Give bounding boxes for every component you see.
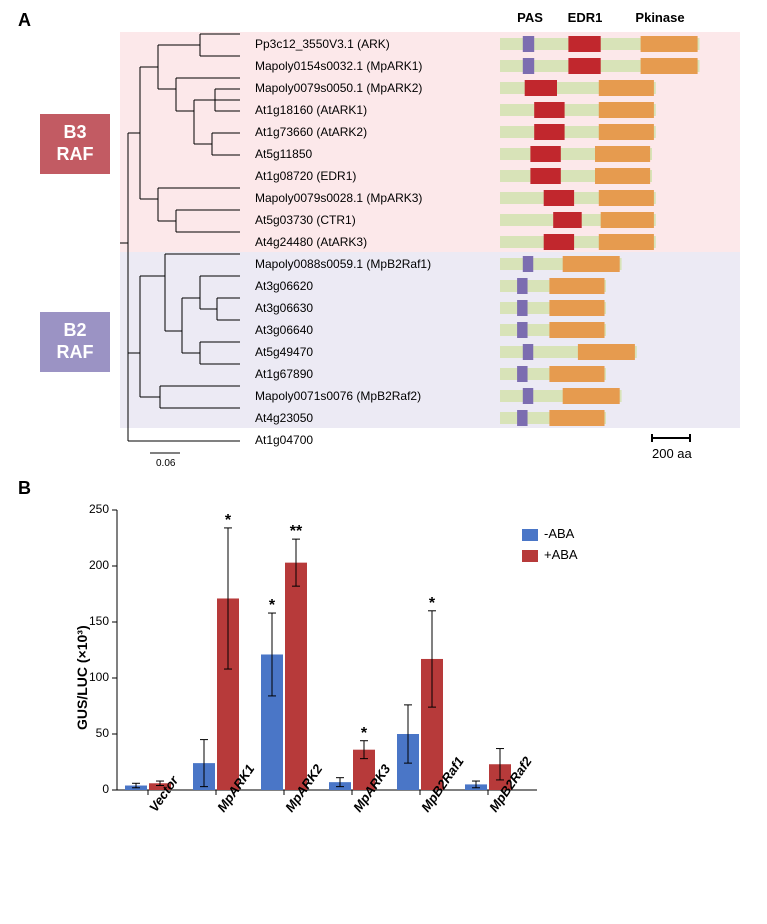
taxon-label: At4g24480 (AtARK3) <box>255 235 367 249</box>
domain-header-edr1: EDR1 <box>560 10 610 25</box>
domain-track <box>500 278 606 294</box>
domain-track <box>500 344 637 360</box>
group-label-block: B2RAF <box>40 312 110 372</box>
domain-track <box>500 190 656 206</box>
taxon-label: At1g18160 (AtARK1) <box>255 103 367 117</box>
y-tick-label: 100 <box>79 670 109 684</box>
y-tick-label: 250 <box>79 502 109 516</box>
taxon-label: At1g73660 (AtARK2) <box>255 125 367 139</box>
taxon-label: At3g06630 <box>255 301 313 315</box>
y-tick-label: 150 <box>79 614 109 628</box>
taxon-label: Mapoly0154s0032.1 (MpARK1) <box>255 59 422 73</box>
domain-track <box>500 102 656 118</box>
aa-scale-label: 200 aa <box>652 446 692 461</box>
legend-label-pos: +ABA <box>544 547 578 562</box>
domain-track <box>500 234 656 250</box>
taxon-label: At3g06640 <box>255 323 313 337</box>
domain-track <box>500 366 606 382</box>
significance-mark: * <box>218 512 238 530</box>
domain-track <box>500 388 622 404</box>
domain-track <box>500 410 606 426</box>
domain-track <box>500 256 622 272</box>
panel-b-label: B <box>18 478 31 499</box>
domain-track <box>500 168 652 184</box>
taxon-label: At1g04700 <box>255 433 313 447</box>
taxon-label: At5g11850 <box>255 147 312 161</box>
significance-mark: * <box>422 595 442 613</box>
domain-header-pas: PAS <box>510 10 550 25</box>
domain-track <box>500 80 656 96</box>
y-tick-label: 0 <box>79 782 109 796</box>
bar-chart-panel: GUS/LUC (×10³) 050100150200250 VectorMpA… <box>62 500 622 880</box>
domain-track <box>500 212 656 228</box>
taxon-label: Mapoly0088s0059.1 (MpB2Raf1) <box>255 257 431 271</box>
taxon-label: At1g67890 <box>255 367 313 381</box>
significance-mark: * <box>262 597 282 615</box>
taxon-label: At3g06620 <box>255 279 313 293</box>
group-label-block: B3RAF <box>40 114 110 174</box>
taxon-label: Mapoly0079s0028.1 (MpARK3) <box>255 191 422 205</box>
domain-header-pkinase: Pkinase <box>630 10 690 25</box>
significance-mark: ** <box>286 523 306 541</box>
legend: -ABA +ABA <box>522 526 578 562</box>
taxon-label: At5g49470 <box>255 345 313 359</box>
taxon-label: Mapoly0079s0050.1 (MpARK2) <box>255 81 422 95</box>
domain-track <box>500 300 606 316</box>
significance-mark: * <box>354 725 374 743</box>
domain-track <box>500 146 652 162</box>
legend-item-pos: +ABA <box>522 547 578 562</box>
domain-track <box>500 36 700 52</box>
taxon-label: At5g03730 (CTR1) <box>255 213 356 227</box>
aa-scale-bar <box>650 432 710 446</box>
taxon-label: Mapoly0071s0076 (MpB2Raf2) <box>255 389 421 403</box>
phylogeny-panel: B3RAF B2RAF Pp3c12_3550V3.1 (ARK) Mapoly01… <box>40 30 740 450</box>
y-tick-label: 50 <box>79 726 109 740</box>
legend-label-neg: -ABA <box>544 526 574 541</box>
taxon-label: At1g08720 (EDR1) <box>255 169 356 183</box>
y-tick-label: 200 <box>79 558 109 572</box>
legend-item-neg: -ABA <box>522 526 578 541</box>
phylogenetic-tree <box>120 30 250 460</box>
domain-track <box>500 322 606 338</box>
tree-scale-label: 0.06 <box>156 458 175 469</box>
panel-a-label: A <box>18 10 31 31</box>
taxon-label: Pp3c12_3550V3.1 (ARK) <box>255 37 390 51</box>
taxon-label: At4g23050 <box>255 411 313 425</box>
domain-track <box>500 124 656 140</box>
domain-track <box>500 58 700 74</box>
